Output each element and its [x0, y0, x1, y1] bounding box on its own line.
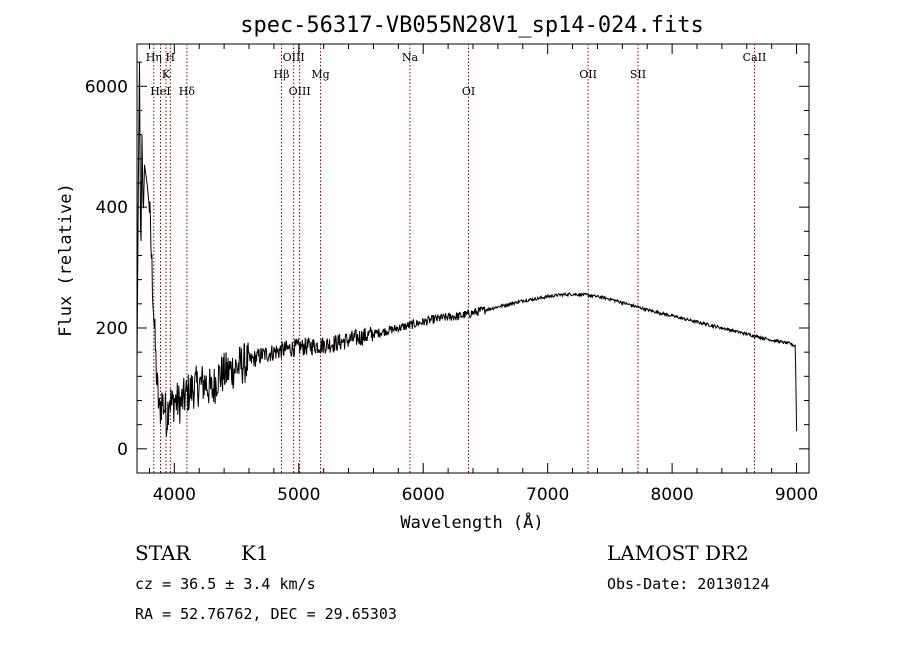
object-subclass: K1: [241, 541, 269, 565]
survey-name: LAMOST DR2: [607, 541, 749, 565]
spectral-line-label: H: [166, 51, 176, 64]
x-axis-ticks: 4000 5000 6000 7000 8000 9000: [148, 44, 818, 505]
x-tick-label: 4000: [153, 485, 196, 505]
spectral-line-label: Hβ: [274, 68, 290, 81]
object-class: STAR: [135, 541, 191, 565]
spectral-line-label: Mg: [311, 68, 329, 81]
spectral-line-label: Hδ: [179, 85, 196, 98]
spectral-line-label: Hη: [146, 51, 162, 64]
spectral-line-label: CaII: [743, 51, 767, 64]
x-tick-label: 7000: [526, 485, 569, 505]
plot-frame: [136, 43, 810, 474]
spectral-line-label: SII: [630, 68, 646, 81]
spectral-line-label: OIII: [283, 51, 305, 64]
x-tick-label: 6000: [402, 485, 445, 505]
x-axis-label: Wavelength (Å): [400, 511, 543, 533]
spectral-line-label: OI: [462, 85, 475, 98]
series-group: [136, 62, 798, 437]
x-tick-label: 8000: [650, 485, 693, 505]
spectral-line-label: OIII: [289, 85, 311, 98]
spectral-line-label: HeI: [150, 85, 170, 98]
y-tick-label: 0: [117, 440, 128, 460]
y-axis-label: Flux (relative): [56, 183, 76, 337]
y-tick-label: 400: [96, 198, 128, 218]
spectral-line-label: Na: [402, 51, 419, 64]
redshift-cz: cz = 36.5 ± 3.4 km/s: [135, 575, 316, 593]
y-tick-label: 6000: [85, 77, 128, 97]
x-tick-label: 9000: [775, 485, 818, 505]
observation-date: Obs-Date: 20130124: [607, 575, 770, 593]
chart-title: spec-56317-VB055N28V1_sp14-024.fits: [240, 13, 704, 38]
spectral-line-label: K: [162, 68, 171, 81]
spectral-line-markers: [153, 44, 755, 473]
spectral-line-label: OII: [579, 68, 597, 81]
y-tick-label: 200: [96, 319, 128, 339]
ra-dec-coordinates: RA = 52.76762, DEC = 29.65303: [135, 605, 397, 623]
x-tick-label: 5000: [277, 485, 320, 505]
spectrum-series-line: [136, 62, 798, 437]
y-axis-ticks: 0 200 400 6000: [85, 61, 809, 474]
